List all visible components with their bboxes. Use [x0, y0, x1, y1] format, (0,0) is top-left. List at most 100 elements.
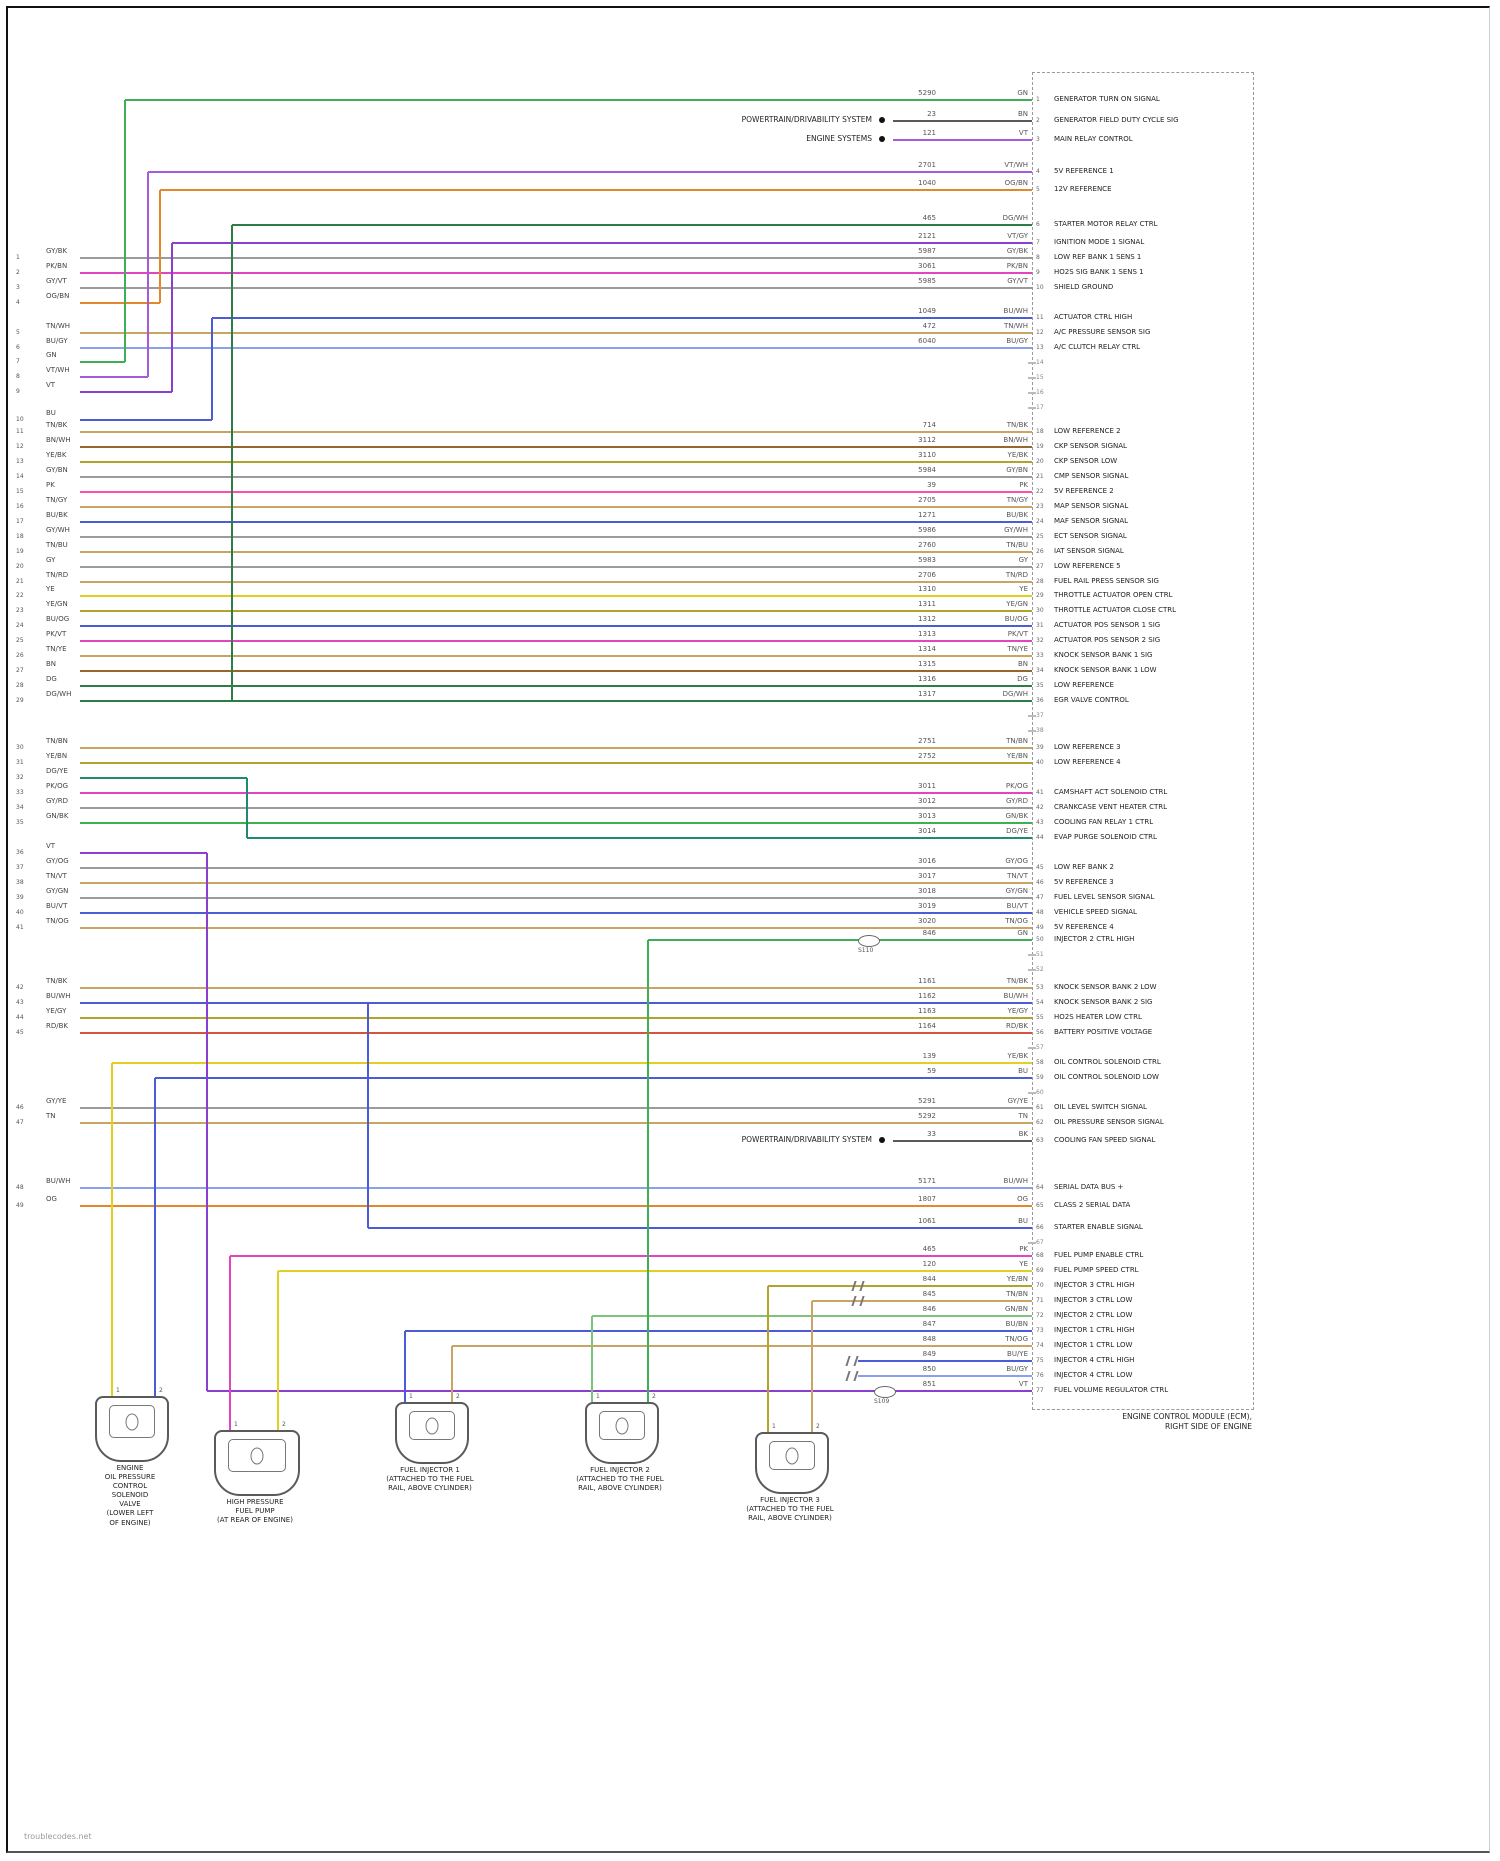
- wire-left-pin-number: 1: [16, 254, 20, 261]
- pin-function-label: COOLING FAN RELAY 1 CTRL: [1054, 818, 1154, 826]
- wire-color-label-left: YE: [46, 585, 55, 593]
- wire-left-pin-number: 41: [16, 924, 24, 931]
- pin-function-label: 5V REFERENCE 2: [1054, 487, 1114, 495]
- wire-left-pin-number: 33: [16, 789, 24, 796]
- wire-segment: [80, 476, 1032, 478]
- wire-segment: [80, 506, 1032, 508]
- connector-pin-number: 70: [1036, 1282, 1044, 1289]
- wire-number-label: 5290: [918, 89, 936, 97]
- pin-function-label: CLASS 2 SERIAL DATA: [1054, 1201, 1131, 1209]
- connector-pin-number: 25: [1036, 533, 1044, 540]
- wire-color-label-left: BU/WH: [46, 1177, 71, 1185]
- connector-pin-number: 18: [1036, 428, 1044, 435]
- wire-number-label: 3016: [918, 857, 936, 865]
- connector-pin-number: 63: [1036, 1137, 1044, 1144]
- component-label-line: VALVE: [119, 1500, 141, 1509]
- wire-color-label-left: BN/WH: [46, 436, 71, 444]
- connector-pin-number: 26: [1036, 548, 1044, 555]
- pin-function-label: 5V REFERENCE 3: [1054, 878, 1114, 886]
- wire-segment: [80, 882, 1032, 884]
- connector-pin-number: 20: [1036, 458, 1044, 465]
- wire-color-label-left: GY/OG: [46, 857, 69, 865]
- wire-segment: [80, 762, 1032, 764]
- wire-color-label-left: YE/GY: [46, 1007, 67, 1015]
- wire-color-label-left: TN/WH: [46, 322, 71, 330]
- wire-number-label: 1312: [918, 615, 936, 623]
- wire-code-label: VT: [1018, 129, 1028, 137]
- wire-number-label: 849: [922, 1350, 936, 1358]
- wire-left-pin-number: 7: [16, 358, 20, 365]
- wire-vertical-segment: [404, 1331, 406, 1402]
- splice-icon: [874, 1386, 896, 1398]
- wire-number-label: 1317: [918, 690, 936, 698]
- pin-function-label: STARTER MOTOR RELAY CTRL: [1054, 220, 1158, 228]
- wire-left-pin-number: 15: [16, 488, 24, 495]
- pin-function-label: GENERATOR TURN ON SIGNAL: [1054, 95, 1160, 103]
- pin-function-label: ACTUATOR POS SENSOR 1 SIG: [1054, 621, 1161, 629]
- wire-color-label-left: GY/BK: [46, 247, 68, 255]
- connector-pin-number: 62: [1036, 1119, 1044, 1126]
- wire-vertical-segment: [154, 1078, 156, 1396]
- wire-code-label: GY/RD: [1006, 797, 1028, 805]
- wire-segment: [80, 1107, 1032, 1109]
- component-connector-cavity: [228, 1439, 286, 1472]
- wire-segment: [232, 224, 1032, 226]
- connector-pin-tick: [1028, 715, 1036, 717]
- wire-code-label: BU/WH: [1003, 992, 1028, 1000]
- component-pin-number: 1: [116, 1387, 120, 1394]
- pin-function-label: INJECTOR 2 CTRL HIGH: [1054, 935, 1135, 943]
- connector-pin-number: 5: [1036, 186, 1040, 193]
- wire-segment: [80, 670, 1032, 672]
- wire-segment: [80, 272, 1032, 274]
- component-label-line: CONTROL: [112, 1482, 148, 1491]
- wire-left-pin-number: 9: [16, 388, 20, 395]
- wire-code-label: BU/WH: [1003, 307, 1028, 315]
- connector-pin-number: 39: [1036, 744, 1044, 751]
- wire-color-label-left: OG/BN: [46, 292, 70, 300]
- wire-left-pin-number: 36: [16, 849, 24, 856]
- wire-number-label: 3012: [918, 797, 936, 805]
- wire-left-pin-number: 44: [16, 1014, 24, 1021]
- wire-segment: [80, 807, 1032, 809]
- component-connector-cavity: [599, 1411, 645, 1440]
- wire-color-label-left: TN/GY: [46, 496, 68, 504]
- wire-code-label: TN/VT: [1007, 872, 1028, 880]
- pin-function-label: KNOCK SENSOR BANK 2 SIG: [1054, 998, 1153, 1006]
- connector-pin-number: 72: [1036, 1312, 1044, 1319]
- wire-number-label: 3112: [918, 436, 936, 444]
- wire-vertical-segment: [647, 940, 649, 1402]
- wire-segment: [405, 1330, 1032, 1332]
- wire-segment: [812, 1300, 1032, 1302]
- wire-segment: [80, 595, 1032, 597]
- wire-code-label: TN/BK: [1006, 421, 1028, 429]
- wire-number-label: 465: [922, 1245, 936, 1253]
- component-pin-number: 1: [772, 1423, 776, 1430]
- wire-code-label: PK: [1019, 1245, 1028, 1253]
- splice-label: S110: [858, 947, 874, 954]
- pin-function-label: FUEL PUMP ENABLE CTRL: [1054, 1251, 1144, 1259]
- pin-function-label: LOW REFERENCE 3: [1054, 743, 1121, 751]
- wire-number-label: 5984: [918, 466, 936, 474]
- wire-color-label-left: GY/BN: [46, 466, 68, 474]
- pin-function-label: LOW REF BANK 2: [1054, 863, 1114, 871]
- pin-function-label: CKP SENSOR LOW: [1054, 457, 1118, 465]
- wire-color-label-left: TN/RD: [46, 571, 69, 579]
- wire-number-label: 2121: [918, 232, 936, 240]
- wire-code-label: GN/BK: [1005, 812, 1028, 820]
- wire-color-label-left: GY/WH: [46, 526, 70, 534]
- system-callout-label: ENGINE SYSTEMS: [806, 134, 872, 143]
- pin-function-label: GENERATOR FIELD DUTY CYCLE SIG: [1054, 116, 1179, 124]
- wire-left-pin-number: 38: [16, 879, 24, 886]
- wire-segment: [160, 189, 1032, 191]
- connector-pin-number: 73: [1036, 1327, 1044, 1334]
- wire-segment: [80, 446, 1032, 448]
- wire-color-label-left: TN/BN: [46, 737, 68, 745]
- wire-number-label: 3110: [918, 451, 936, 459]
- pin-function-label: INJECTOR 4 CTRL LOW: [1054, 1371, 1133, 1379]
- connector-pin-number: 61: [1036, 1104, 1044, 1111]
- wire-vertical-segment: [229, 1256, 231, 1430]
- wire-number-label: 3011: [918, 782, 936, 790]
- component-label-line: ENGINE: [116, 1464, 144, 1472]
- connector-pin-tick: [1028, 1092, 1036, 1094]
- wire-code-label: PK: [1019, 481, 1028, 489]
